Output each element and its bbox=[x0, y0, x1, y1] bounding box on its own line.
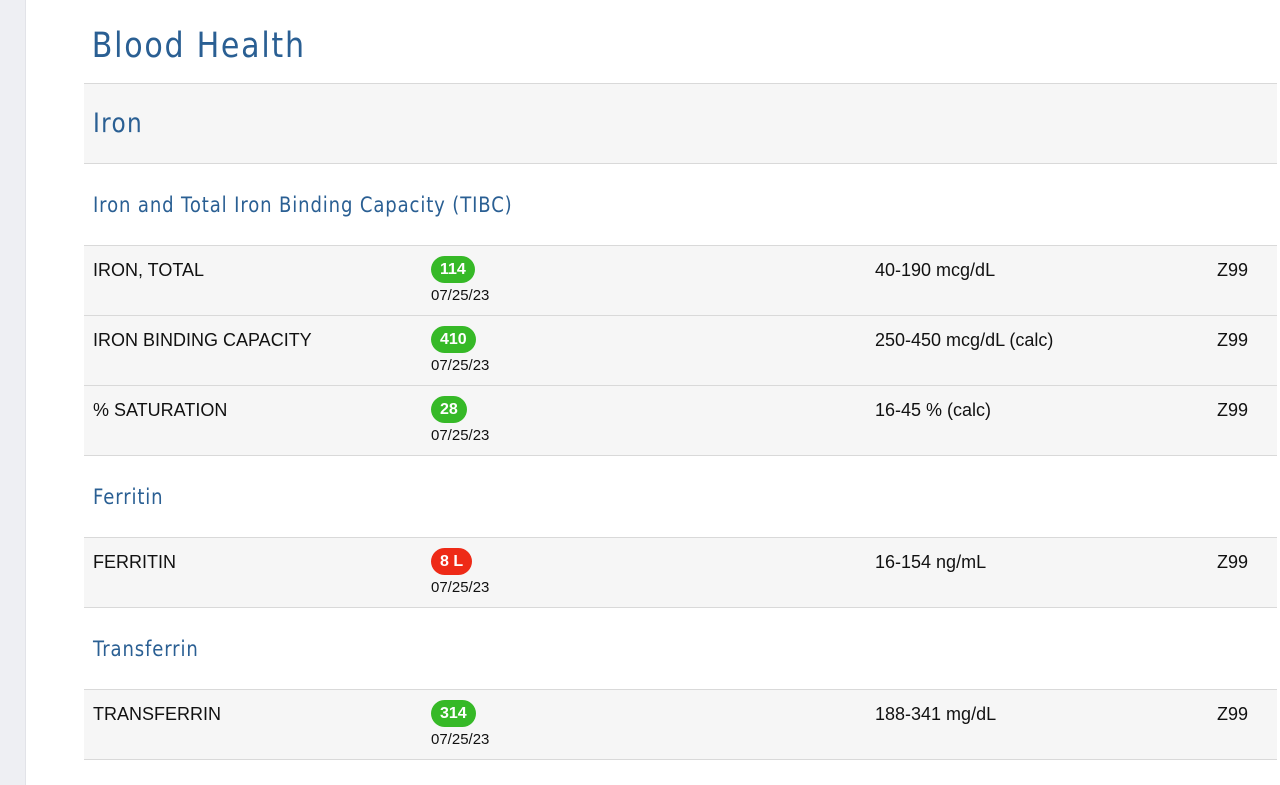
section-title: Iron bbox=[93, 108, 143, 139]
result-cell: 28 07/25/23 bbox=[431, 396, 489, 444]
subsection-title: Transferrin bbox=[93, 636, 199, 661]
result-cell: 314 07/25/23 bbox=[431, 700, 489, 748]
test-name: % SATURATION bbox=[93, 400, 228, 420]
test-name: IRON BINDING CAPACITY bbox=[93, 330, 312, 350]
lab-code: Z99 bbox=[1217, 260, 1249, 280]
lab-code: Z99 bbox=[1217, 330, 1249, 350]
reference-range: 250-450 mcg/dL (calc) bbox=[875, 330, 1054, 350]
reference-range: 40-190 mcg/dL bbox=[875, 260, 996, 280]
table-row: FERRITIN 8 L 07/25/23 16-154 ng/mL Z99 bbox=[84, 538, 1277, 608]
result-badge[interactable]: 114 bbox=[431, 256, 475, 283]
subsection-iron-tibc: Iron and Total Iron Binding Capacity (TI… bbox=[84, 164, 1277, 246]
result-badge[interactable]: 28 bbox=[431, 396, 467, 423]
result-date: 07/25/23 bbox=[431, 287, 490, 304]
result-date: 07/25/23 bbox=[431, 357, 490, 374]
table-row: % SATURATION 28 07/25/23 16-45 % (calc) … bbox=[84, 386, 1277, 456]
reference-range: 16-45 % (calc) bbox=[875, 400, 992, 420]
test-name: FERRITIN bbox=[93, 552, 176, 572]
result-date: 07/25/23 bbox=[431, 731, 490, 748]
subsection-ferritin: Ferritin bbox=[84, 456, 1277, 538]
test-name: TRANSFERRIN bbox=[93, 704, 222, 724]
reference-range: 16-154 ng/mL bbox=[875, 552, 987, 572]
result-date: 07/25/23 bbox=[431, 427, 490, 444]
table-row: TRANSFERRIN 314 07/25/23 188-341 mg/dL Z… bbox=[84, 690, 1277, 760]
subsection-title: Iron and Total Iron Binding Capacity (TI… bbox=[93, 192, 513, 217]
lab-code: Z99 bbox=[1217, 704, 1249, 724]
table-row: IRON, TOTAL 114 07/25/23 40-190 mcg/dL Z… bbox=[84, 246, 1277, 316]
subsection-title: Ferritin bbox=[93, 484, 164, 509]
result-cell: 410 07/25/23 bbox=[431, 326, 489, 374]
test-name: IRON, TOTAL bbox=[93, 260, 205, 280]
left-gutter bbox=[0, 0, 26, 785]
result-badge[interactable]: 410 bbox=[431, 326, 476, 353]
result-badge[interactable]: 8 L bbox=[431, 548, 473, 575]
lab-code: Z99 bbox=[1217, 400, 1249, 420]
subsection-transferrin: Transferrin bbox=[84, 608, 1277, 690]
result-cell: 8 L 07/25/23 bbox=[431, 548, 489, 596]
result-date: 07/25/23 bbox=[431, 579, 490, 596]
result-cell: 114 07/25/23 bbox=[431, 256, 489, 304]
result-badge[interactable]: 314 bbox=[431, 700, 476, 727]
section-header-iron: Iron bbox=[84, 83, 1277, 164]
lab-code: Z99 bbox=[1217, 552, 1249, 572]
reference-range: 188-341 mg/dL bbox=[875, 704, 997, 724]
page-title: Blood Health bbox=[91, 26, 306, 66]
main-content: Blood Health Iron Iron and Total Iron Bi… bbox=[84, 0, 1277, 760]
table-row: IRON BINDING CAPACITY 410 07/25/23 250-4… bbox=[84, 316, 1277, 386]
